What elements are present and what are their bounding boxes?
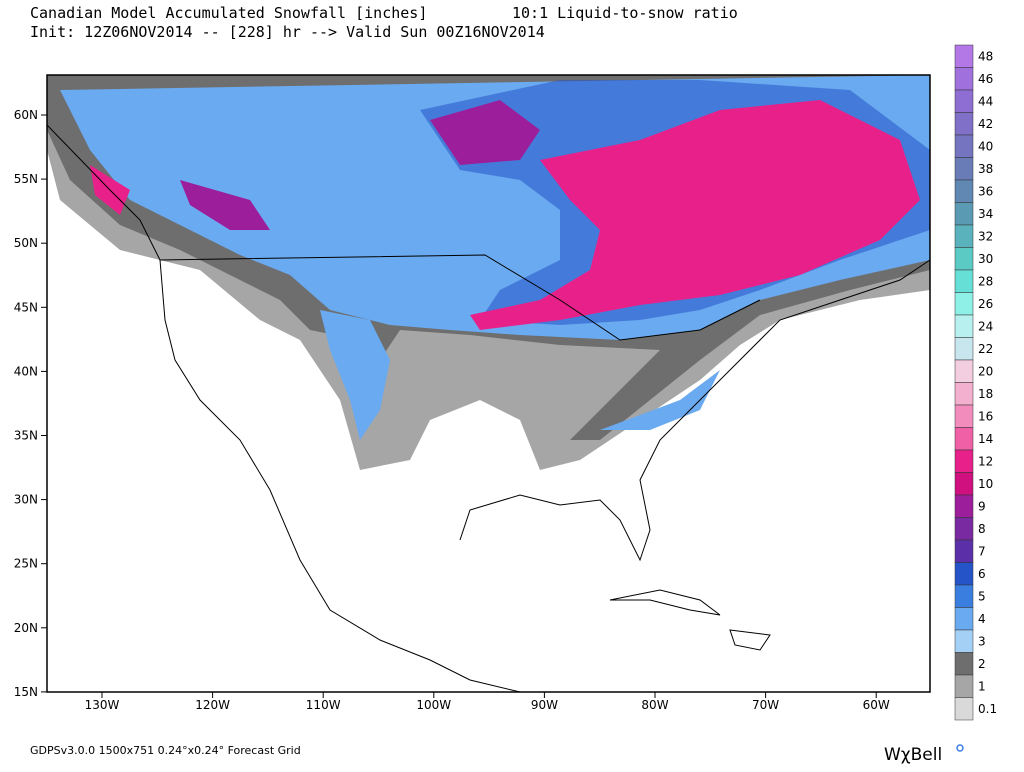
colorbar-swatch	[954, 674, 974, 698]
map	[46, 74, 931, 693]
colorbar-swatch	[954, 539, 974, 563]
colorbar-swatch	[954, 494, 974, 518]
axes: 60N 55N 50N 45N 40N 35N 30N 25N 20N 15N 130W 120W 11…	[14, 108, 890, 712]
lon-label: 100W	[416, 698, 451, 712]
colorbar-label: 4	[978, 612, 986, 626]
colorbar-swatch	[954, 584, 974, 608]
colorbar: 4846444240383634323028262422201816141210…	[954, 44, 997, 721]
snow-appalachia	[600, 370, 720, 430]
colorbar-swatch	[954, 449, 974, 473]
colorbar-swatch	[954, 359, 974, 383]
colorbar-label: 0.1	[978, 702, 997, 716]
colorbar-label: 28	[978, 274, 993, 288]
colorbar-label: 1	[978, 679, 986, 693]
colorbar-swatch	[954, 562, 974, 586]
colorbar-label: 36	[978, 184, 993, 198]
snow-9in	[430, 100, 540, 165]
lon-label: 120W	[195, 698, 230, 712]
colorbar-label: 12	[978, 454, 993, 468]
caribbean	[609, 589, 771, 651]
lat-label: 30N	[14, 493, 38, 507]
lat-label: 55N	[14, 172, 38, 186]
colorbar-swatch	[954, 652, 974, 676]
colorbar-swatch	[954, 404, 974, 428]
colorbar-label: 7	[978, 544, 986, 558]
lat-label: 45N	[14, 300, 38, 314]
colorbar-label: 9	[978, 499, 986, 513]
colorbar-label: 44	[978, 94, 993, 108]
colorbar-swatch	[954, 607, 974, 631]
lat-label: 20N	[14, 621, 38, 635]
colorbar-swatch	[954, 427, 974, 451]
logo: WχBell	[884, 745, 942, 765]
lon-label: 130W	[85, 698, 120, 712]
lat-label: 25N	[14, 557, 38, 571]
colorbar-swatch	[954, 67, 974, 91]
snow-rockies	[320, 310, 390, 440]
colorbar-label: 18	[978, 387, 993, 401]
snow-12in	[470, 100, 920, 330]
colorbar-swatch	[954, 44, 974, 68]
colorbar-label: 26	[978, 297, 993, 311]
grid-info: GDPSv3.0.0 1500x751 0.24°x0.24° Forecast…	[30, 744, 301, 757]
colorbar-swatch	[954, 314, 974, 338]
logo-dot	[956, 744, 964, 752]
colorbar-swatch	[954, 157, 974, 181]
colorbar-swatch	[954, 179, 974, 203]
pacific-coast	[46, 124, 521, 693]
lon-label: 80W	[641, 698, 668, 712]
colorbar-label: 30	[978, 252, 993, 266]
colorbar-swatch	[954, 112, 974, 136]
colorbar-label: 38	[978, 162, 993, 176]
colorbar-swatch	[954, 134, 974, 158]
colorbar-label: 5	[978, 589, 986, 603]
colorbar-label: 10	[978, 477, 993, 491]
lon-label: 110W	[306, 698, 341, 712]
lon-label: 60W	[863, 698, 890, 712]
ratio: 10:1 Liquid-to-snow ratio	[512, 4, 738, 22]
snow-9in-west	[180, 180, 270, 230]
colorbar-swatch	[954, 337, 974, 361]
map-frame	[46, 74, 931, 693]
colorbar-label: 40	[978, 139, 993, 153]
colorbar-swatch	[954, 382, 974, 406]
atlantic-gulf-coast	[459, 259, 931, 562]
colorbar-label: 32	[978, 229, 993, 243]
lat-label: 60N	[14, 108, 38, 122]
colorbar-swatch	[954, 89, 974, 113]
colorbar-swatch	[954, 224, 974, 248]
border	[159, 254, 761, 341]
colorbar-swatch	[954, 269, 974, 293]
colorbar-label: 24	[978, 319, 993, 333]
colorbar-swatch	[954, 292, 974, 316]
colorbar-label: 34	[978, 207, 993, 221]
lat-label: 15N	[14, 685, 38, 699]
title: Canadian Model Accumulated Snowfall [inc…	[30, 4, 427, 22]
lon-label: 90W	[531, 698, 558, 712]
colorbar-label: 16	[978, 409, 993, 423]
colorbar-swatch	[954, 629, 974, 653]
colorbar-label: 14	[978, 432, 993, 446]
lon-label: 70W	[752, 698, 779, 712]
colorbar-label: 3	[978, 634, 986, 648]
colorbar-swatch	[954, 202, 974, 226]
colorbar-label: 2	[978, 657, 986, 671]
lat-label: 40N	[14, 364, 38, 378]
colorbar-label: 8	[978, 522, 986, 536]
colorbar-label: 22	[978, 342, 993, 356]
colorbar-label: 48	[978, 49, 993, 63]
colorbar-label: 42	[978, 117, 993, 131]
init-line: Init: 12Z06NOV2014 -- [228] hr --> Valid…	[30, 23, 545, 41]
lat-label: 50N	[14, 236, 38, 250]
colorbar-swatch	[954, 697, 974, 721]
colorbar-swatch	[954, 247, 974, 271]
lat-label: 35N	[14, 429, 38, 443]
colorbar-label: 46	[978, 72, 993, 86]
colorbar-swatch	[954, 517, 974, 541]
colorbar-label: 6	[978, 567, 986, 581]
colorbar-swatch	[954, 472, 974, 496]
colorbar-label: 20	[978, 364, 993, 378]
